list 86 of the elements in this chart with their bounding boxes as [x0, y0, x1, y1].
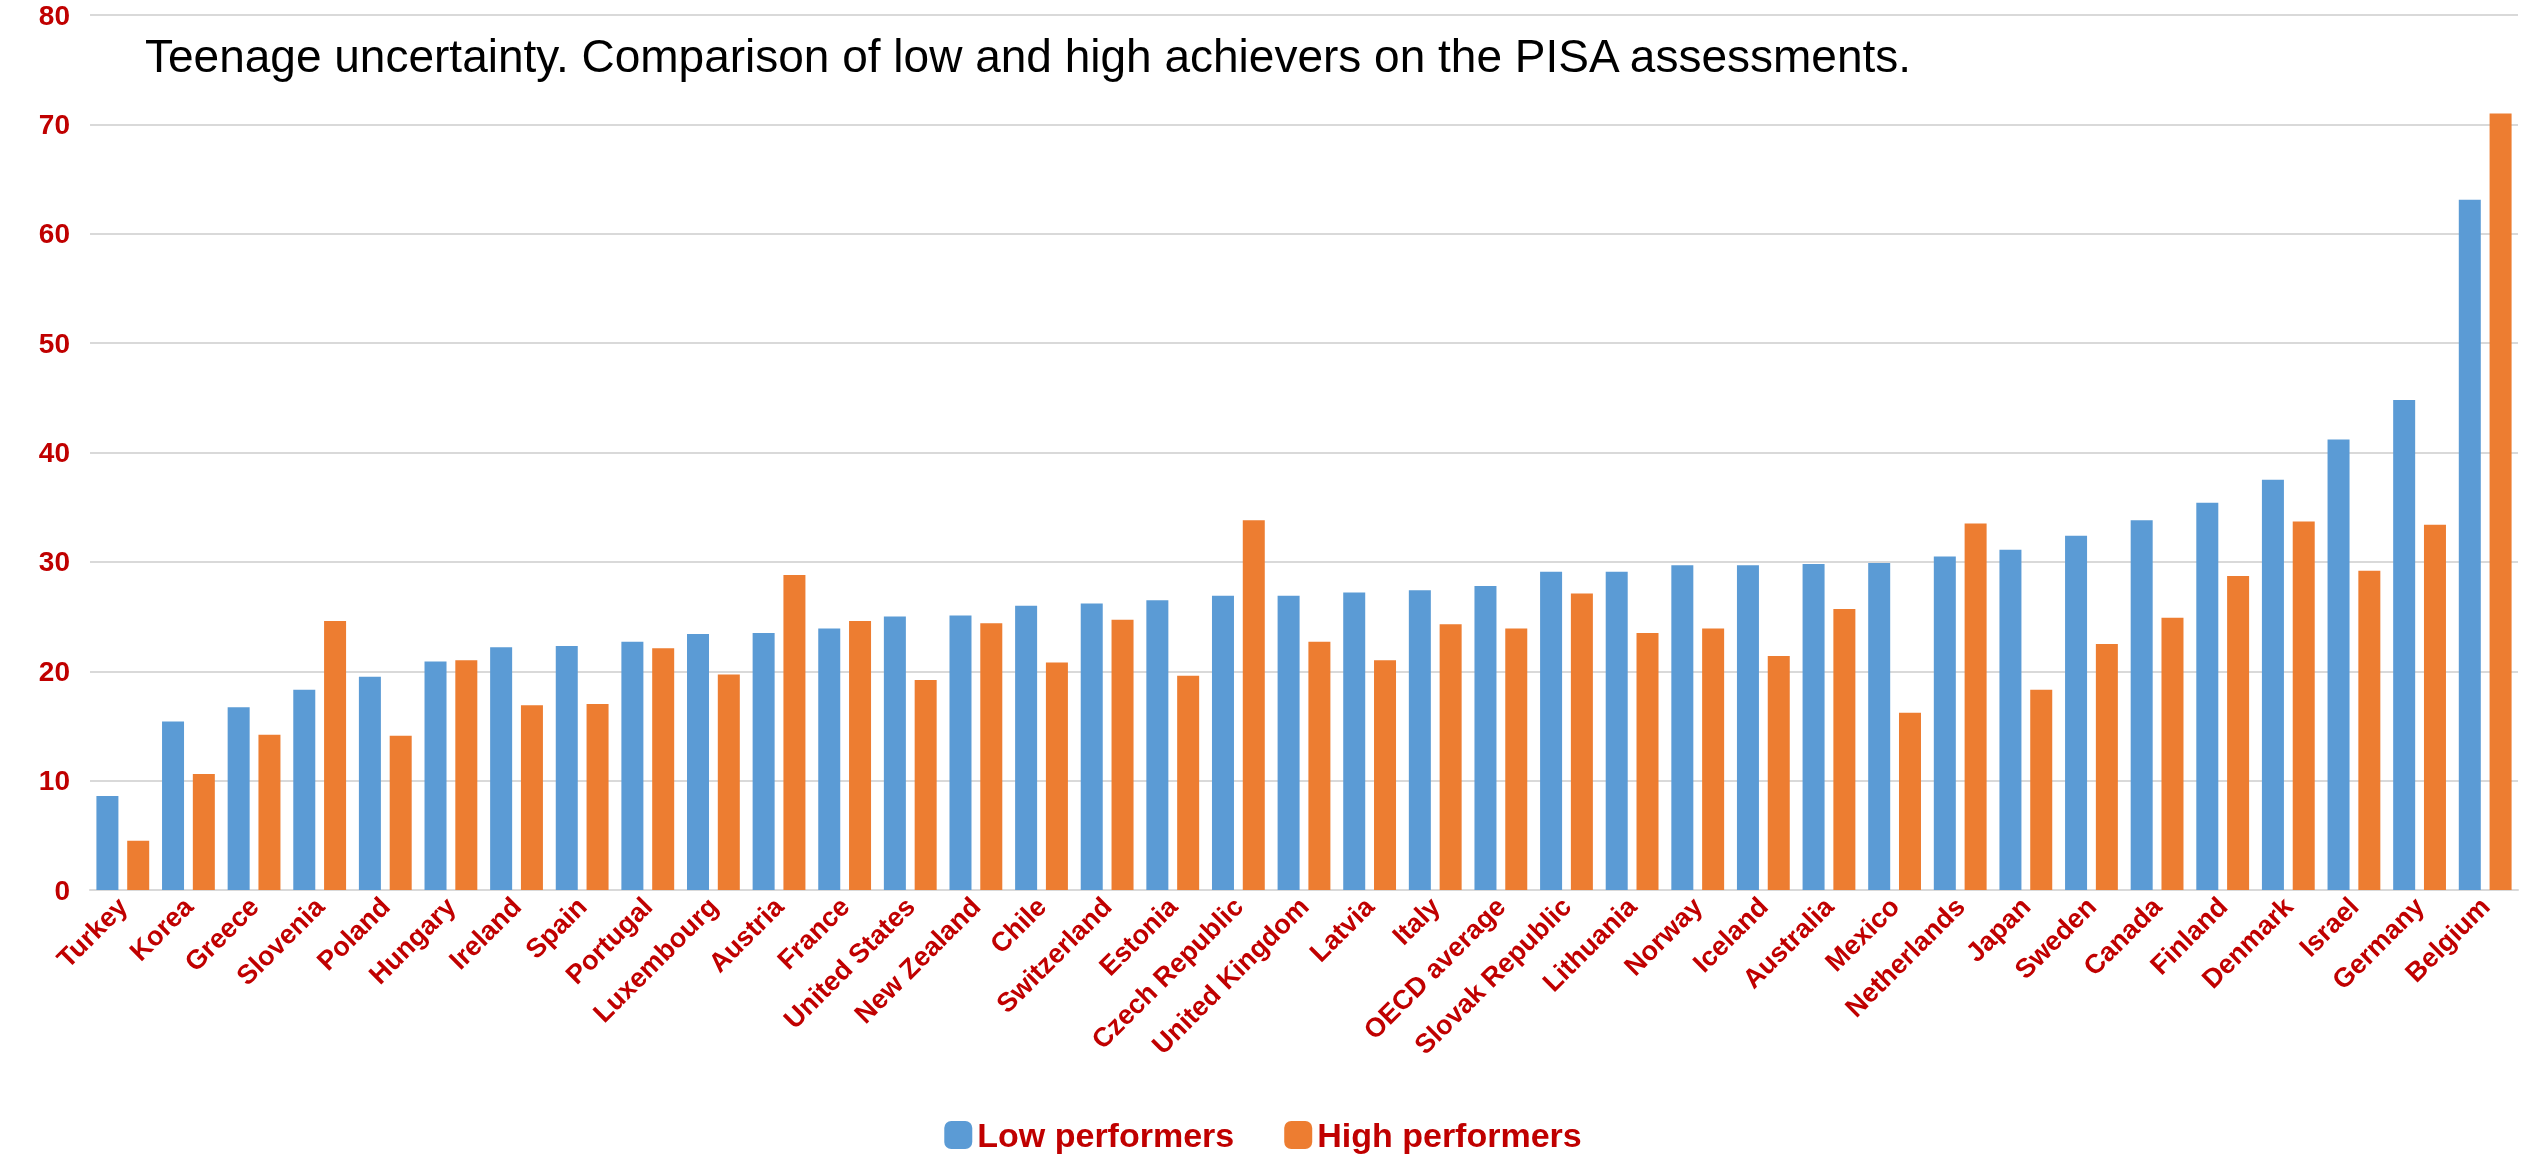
- bar: [293, 689, 316, 890]
- y-tick-label: 0: [54, 874, 70, 906]
- bar: [1177, 675, 1200, 890]
- bar: [1111, 619, 1134, 890]
- bar: [949, 615, 972, 890]
- bar: [652, 648, 675, 890]
- bar: [192, 774, 215, 890]
- bar: [520, 705, 543, 890]
- bar: [127, 840, 150, 890]
- bar: [324, 620, 347, 890]
- chart-title: Teenage uncertainty. Comparison of low and high achievers on the PISA assessments.: [145, 30, 1912, 82]
- bar: [358, 676, 381, 890]
- bar: [1833, 608, 1856, 890]
- bar: [1736, 565, 1759, 890]
- bar: [2393, 400, 2416, 890]
- bar: [586, 704, 609, 890]
- bar: [424, 661, 447, 890]
- bar: [490, 647, 513, 890]
- bar: [1540, 571, 1563, 890]
- bar: [1374, 660, 1397, 890]
- bar: [914, 680, 937, 890]
- bar: [717, 674, 740, 890]
- bar: [2196, 502, 2219, 890]
- y-tick-label: 30: [38, 546, 70, 578]
- bar: [2161, 617, 2184, 890]
- bar: [2095, 643, 2118, 890]
- bar: [1636, 632, 1659, 890]
- bar: [2227, 576, 2250, 890]
- bar: [1898, 712, 1921, 890]
- bar: [783, 575, 806, 890]
- bar: [1933, 556, 1956, 890]
- bar: [2261, 479, 2284, 890]
- bar: [1767, 655, 1790, 890]
- bar: [1702, 628, 1725, 890]
- bar: [2358, 570, 2381, 890]
- bar: [1505, 628, 1528, 890]
- bar: [1474, 585, 1497, 890]
- bar: [455, 660, 478, 890]
- bar: [1080, 603, 1103, 890]
- bar: [1242, 520, 1265, 890]
- bar: [2327, 439, 2350, 890]
- bar: [1802, 564, 1825, 890]
- y-tick-label: 40: [38, 437, 70, 468]
- bar: [1343, 592, 1366, 890]
- bar: [849, 620, 872, 890]
- bar: [621, 641, 644, 890]
- y-tick-label: 80: [38, 0, 70, 31]
- bar: [2292, 521, 2315, 890]
- bar: [1308, 641, 1331, 890]
- bar: [2458, 199, 2481, 890]
- legend-label: Low performers: [977, 1116, 1235, 1154]
- bar: [227, 707, 250, 890]
- bar: [1964, 523, 1987, 890]
- bar: [258, 734, 281, 890]
- bar: [2423, 524, 2446, 890]
- y-tick-label: 70: [38, 108, 70, 140]
- bar: [1570, 593, 1593, 890]
- bar: [1439, 624, 1462, 890]
- bar: [1015, 605, 1038, 890]
- y-tick-label: 10: [38, 765, 70, 797]
- bar: [1146, 600, 1169, 890]
- bar: [752, 632, 775, 890]
- y-tick-label: 20: [38, 655, 70, 687]
- bar: [2130, 520, 2153, 890]
- bar: [1868, 562, 1891, 890]
- bar: [389, 735, 412, 890]
- bar: [980, 623, 1003, 890]
- bar: [96, 795, 119, 890]
- bar: [162, 721, 185, 890]
- legend-label: High performers: [1317, 1116, 1582, 1154]
- bar: [1999, 549, 2022, 890]
- bar: [1277, 595, 1300, 890]
- bar: [687, 634, 710, 890]
- bar: [818, 628, 841, 890]
- bar: [1211, 595, 1234, 890]
- bar: [2489, 113, 2512, 890]
- bar: [1605, 571, 1628, 890]
- bar: [1408, 590, 1431, 890]
- y-tick-label: 50: [38, 327, 70, 359]
- bar: [1045, 662, 1068, 890]
- y-tick-label: 60: [38, 218, 70, 250]
- bar: [2030, 689, 2053, 890]
- bar: [1671, 565, 1694, 890]
- bar: [2065, 535, 2088, 890]
- bar: [555, 646, 578, 890]
- bar: [883, 616, 906, 890]
